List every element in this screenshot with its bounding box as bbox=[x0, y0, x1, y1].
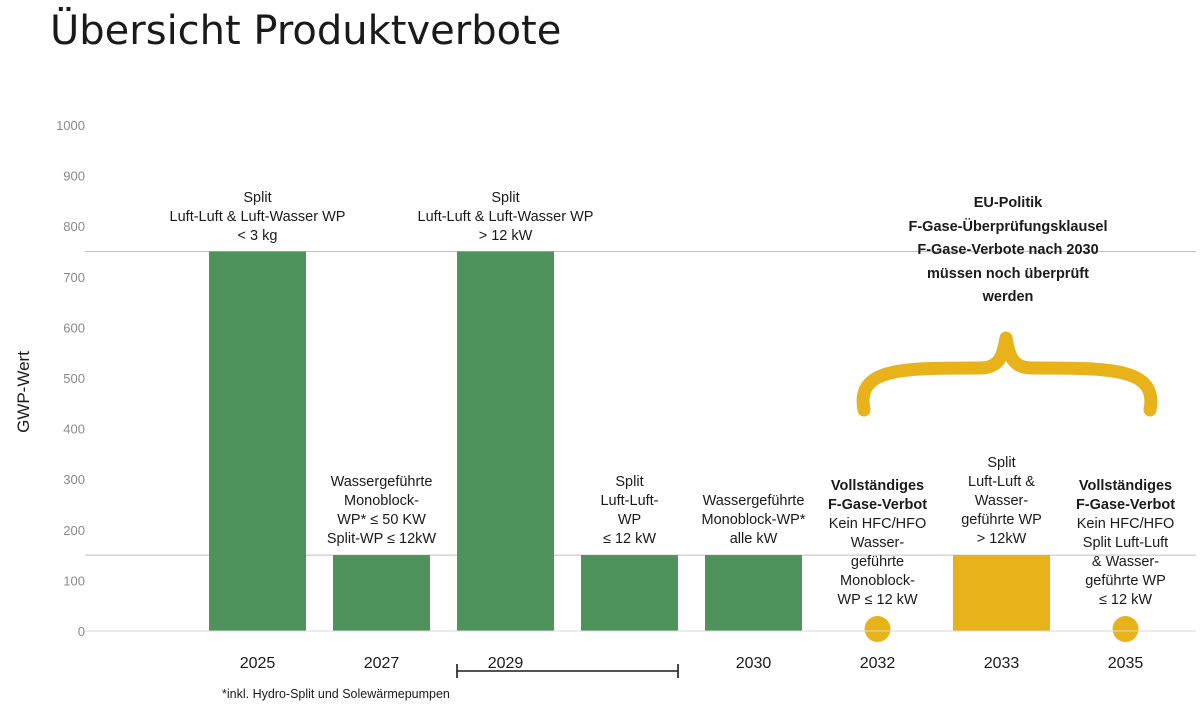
bar-annotation: Split Luft-Luft & Luft-Wasser WP > 12 kW bbox=[418, 189, 594, 246]
x-axis-labels: 2025 2027 2029 2030 2032 2033 2035 bbox=[240, 655, 1144, 672]
annotation-line: Luft-Luft & bbox=[968, 474, 1035, 491]
annotation-line: Luft-Luft & Luft-Wasser WP bbox=[169, 208, 346, 225]
bar bbox=[581, 555, 678, 631]
bar-annotation: Wassergeführte Monoblock-WP* alle kW bbox=[702, 492, 806, 549]
y-tick-label: 900 bbox=[63, 169, 85, 184]
annotation-line: Wasser- bbox=[850, 535, 905, 551]
annotation-line: ≤ 12 kW bbox=[602, 531, 657, 548]
bar bbox=[705, 555, 802, 631]
x-tick-label: 2030 bbox=[736, 655, 772, 672]
annotation-line: Vollständiges bbox=[830, 478, 925, 494]
annotation-line: ≤ 12 kW bbox=[1098, 592, 1153, 608]
y-tick-label: 300 bbox=[63, 472, 85, 487]
bar-annotation: Split Luft-Luft- WP ≤ 12 kW bbox=[600, 473, 658, 549]
annotation-line: Split Luft-Luft bbox=[1082, 535, 1169, 551]
y-axis-label: GWP-Wert bbox=[14, 351, 33, 433]
data-point-dot bbox=[1112, 616, 1139, 642]
x-tick-label: 2032 bbox=[860, 655, 896, 672]
annotation-line: Kein HFC/HFO bbox=[828, 516, 927, 532]
x-tick-label: 2035 bbox=[1108, 655, 1144, 672]
y-axis-ticks: 0 100 200 300 400 500 600 700 800 900 1000 bbox=[56, 118, 85, 639]
bar bbox=[333, 555, 430, 631]
x-tick-label: 2029 bbox=[488, 655, 524, 672]
bar-annotation: Split Luft-Luft & Luft-Wasser WP < 3 kg bbox=[170, 189, 346, 246]
footnote: *inkl. Hydro-Split und Solewärmepumpen bbox=[222, 687, 450, 701]
eu-note-line: EU-Politik bbox=[973, 195, 1043, 211]
y-tick-label: 400 bbox=[63, 422, 85, 437]
y-tick-label: 1000 bbox=[56, 118, 85, 133]
x-tick-label: 2027 bbox=[364, 655, 400, 672]
annotation-line: Vollständiges bbox=[1078, 478, 1173, 494]
annotation-line: Split bbox=[987, 455, 1016, 472]
annotation-line: Kein HFC/HFO bbox=[1076, 516, 1175, 532]
y-tick-label: 800 bbox=[63, 219, 85, 234]
annotation-line: Monoblock-WP* bbox=[701, 512, 806, 529]
annotation-line: Wasser- bbox=[974, 493, 1029, 510]
annotation-line: WP bbox=[617, 512, 642, 529]
annotation-line: > 12 kW bbox=[478, 227, 533, 244]
span-bracket-2029 bbox=[456, 664, 679, 678]
bar bbox=[953, 555, 1050, 631]
annotation-line: > 12kW bbox=[976, 531, 1027, 548]
annotation-line: & Wasser- bbox=[1091, 554, 1160, 570]
y-tick-label: 100 bbox=[63, 573, 85, 588]
bar-annotation: Wassergeführte Monoblock- WP* ≤ 50 KW Split… bbox=[327, 473, 436, 549]
annotation-line: Split bbox=[243, 189, 272, 206]
annotation-line: Wassergeführte bbox=[330, 474, 433, 491]
y-tick-label: 600 bbox=[63, 320, 85, 335]
y-tick-label: 0 bbox=[78, 624, 85, 639]
annotation-line: Luft-Luft- bbox=[600, 493, 659, 510]
bars bbox=[209, 251, 1139, 642]
annotation-line: Monoblock- bbox=[840, 573, 915, 589]
x-tick-label: 2025 bbox=[240, 655, 276, 672]
bar-annotation: Split Luft-Luft & Wasser-geführte WP > 12kW bbox=[961, 454, 1042, 549]
annotation-line: WP ≤ 12 kW bbox=[837, 592, 918, 608]
annotation-line: Split bbox=[491, 189, 520, 206]
annotation-line: Monoblock- bbox=[344, 493, 419, 510]
annotation-line: Split bbox=[615, 474, 644, 491]
annotation-line: geführte bbox=[850, 554, 905, 570]
x-tick-label: 2033 bbox=[984, 655, 1020, 672]
annotation-line: < 3 kg bbox=[237, 227, 278, 244]
page-title: Übersicht Produktverbote bbox=[50, 8, 562, 54]
curly-brace-icon bbox=[856, 331, 1158, 417]
bar-annotation: Vollständiges F-Gase-Verbot Kein HFC/HFO Sp… bbox=[1076, 477, 1175, 610]
eu-note-line: müssen noch überprüft bbox=[927, 265, 1089, 282]
eu-policy-note: EU-Politik F-Gase-Überprüfungsklausel F-Ga… bbox=[908, 192, 1107, 310]
annotation-line: Luft-Luft & Luft-Wasser WP bbox=[417, 208, 594, 225]
annotation-line: Wassergeführte bbox=[702, 493, 805, 510]
annotation-line: geführte WP bbox=[961, 512, 1042, 529]
eu-note-line: F-Gase-Verbote nach 2030 bbox=[917, 242, 1099, 258]
eu-note-line: werden bbox=[982, 289, 1034, 305]
bar bbox=[209, 251, 306, 631]
annotation-line: F-Gase-Verbot bbox=[1075, 497, 1176, 513]
y-tick-label: 700 bbox=[63, 270, 85, 285]
data-point-dot bbox=[864, 616, 891, 642]
annotation-line: F-Gase-Verbot bbox=[827, 497, 928, 513]
annotation-line: Split-WP ≤ 12kW bbox=[326, 531, 437, 548]
y-tick-label: 500 bbox=[63, 371, 85, 386]
annotation-line: geführte WP bbox=[1085, 573, 1166, 589]
y-tick-label: 200 bbox=[63, 523, 85, 538]
eu-note-line: F-Gase-Überprüfungsklausel bbox=[908, 218, 1108, 235]
annotation-line: alle kW bbox=[729, 531, 778, 548]
bar bbox=[457, 251, 554, 631]
annotation-line: WP* ≤ 50 KW bbox=[337, 512, 426, 529]
bar-annotation: Vollständiges F-Gase-Verbot Kein HFC/HFO Wa… bbox=[828, 477, 927, 610]
